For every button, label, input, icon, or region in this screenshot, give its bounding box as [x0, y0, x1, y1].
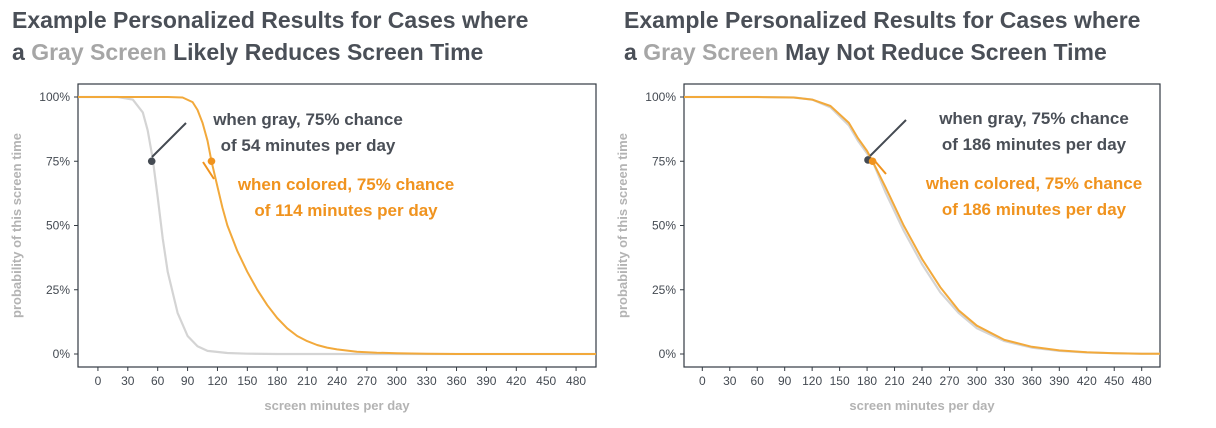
- x-tick-label: 90: [778, 374, 792, 388]
- annotation-gray-line-1: when gray, 75% chance: [212, 110, 403, 129]
- y-tick-label: 75%: [46, 154, 70, 168]
- annotation-orange-line-1: when colored, 75% chance: [925, 174, 1142, 193]
- title-line-1: Example Personalized Results for Cases w…: [12, 7, 529, 33]
- x-tick-label: 240: [912, 374, 932, 388]
- title-line-1: Example Personalized Results for Cases w…: [624, 7, 1141, 33]
- chart-title-left: Example Personalized Results for Cases w…: [12, 4, 528, 68]
- x-tick-label: 60: [151, 374, 165, 388]
- x-tick-label: 420: [506, 374, 526, 388]
- point-gray-75: [147, 157, 156, 166]
- y-tick-label: 0%: [53, 347, 71, 361]
- x-tick-label: 300: [967, 374, 987, 388]
- x-tick-label: 300: [387, 374, 407, 388]
- series-line-orange: [78, 96, 596, 355]
- x-tick-label: 120: [802, 374, 822, 388]
- x-axis-title: screen minutes per day: [849, 398, 995, 413]
- y-tick-label: 50%: [46, 219, 70, 233]
- y-tick-label: 25%: [652, 283, 676, 297]
- x-tick-label: 420: [1077, 374, 1097, 388]
- x-tick-label: 480: [1132, 374, 1152, 388]
- leader-line-gray: [151, 122, 187, 158]
- annotation-orange-line-1: when colored, 75% chance: [237, 175, 454, 194]
- series-line-gray: [78, 95, 596, 356]
- x-tick-label: 30: [121, 374, 135, 388]
- y-tick-label: 75%: [652, 154, 676, 168]
- x-tick-label: 0: [95, 374, 102, 388]
- annotation-orange-line-2: of 114 minutes per day: [254, 201, 438, 220]
- y-tick-label: 25%: [46, 283, 70, 297]
- chart-right-svg: 0% 25% 50% 75% 100% 0 30 60 90 120 150 180 210 240 270…: [615, 83, 1161, 413]
- title-line-2-start: a: [12, 39, 32, 65]
- x-tick-label: 450: [536, 374, 556, 388]
- x-tick-label: 90: [181, 374, 195, 388]
- title-line-2-end: May Not Reduce Screen Time: [778, 39, 1107, 65]
- x-tick-label: 210: [885, 374, 905, 388]
- leader-line-orange: [202, 161, 215, 180]
- x-tick-label: 210: [297, 374, 317, 388]
- x-tick-label: 150: [237, 374, 257, 388]
- title-line-2-start: a: [624, 39, 644, 65]
- x-tick-label: 390: [476, 374, 496, 388]
- annotation-gray-line-1: when gray, 75% chance: [938, 109, 1129, 128]
- title-line-2-end: Likely Reduces Screen Time: [166, 39, 484, 65]
- leader-line-gray: [869, 119, 907, 157]
- y-tick-label: 0%: [659, 347, 677, 361]
- y-tick-label: 100%: [645, 90, 676, 104]
- x-tick-label: 240: [327, 374, 347, 388]
- y-tick-label: 100%: [39, 90, 70, 104]
- title-highlight: Gray Screen: [31, 39, 167, 65]
- x-tick-label: 360: [447, 374, 467, 388]
- series-line-orange: [684, 96, 1160, 355]
- annotation-orange-line-2: of 186 minutes per day: [942, 200, 1127, 219]
- chart-title-right: Example Personalized Results for Cases w…: [624, 4, 1140, 68]
- x-tick-label: 450: [1104, 374, 1124, 388]
- chart-left-svg: 0% 25% 50% 75% 100% 0 30 60 90 120 150 180 210 240 270…: [9, 83, 597, 413]
- x-axis-title: screen minutes per day: [264, 398, 410, 413]
- x-tick-label: 60: [751, 374, 765, 388]
- x-tick-label: 0: [699, 374, 706, 388]
- x-tick-label: 120: [207, 374, 227, 388]
- y-axis-title: probability of this screen time: [615, 133, 630, 318]
- annotation-gray-line-2: of 54 minutes per day: [221, 136, 396, 155]
- x-tick-label: 270: [357, 374, 377, 388]
- x-tick-label: 150: [830, 374, 850, 388]
- x-tick-label: 360: [1022, 374, 1042, 388]
- chart-panel-right: Example Personalized Results for Cases w…: [608, 0, 1216, 428]
- x-tick-label: 390: [1049, 374, 1069, 388]
- y-axis-title: probability of this screen time: [9, 133, 24, 318]
- point-colored-75: [868, 157, 877, 166]
- x-tick-label: 180: [857, 374, 877, 388]
- x-tick-label: 30: [723, 374, 737, 388]
- point-colored-75: [207, 157, 216, 166]
- x-tick-label: 270: [939, 374, 959, 388]
- x-tick-label: 180: [267, 374, 287, 388]
- y-tick-label: 50%: [652, 219, 676, 233]
- x-tick-label: 330: [417, 374, 437, 388]
- annotation-gray-line-2: of 186 minutes per day: [942, 135, 1127, 154]
- title-highlight: Gray Screen: [643, 39, 779, 65]
- x-tick-label: 480: [566, 374, 586, 388]
- chart-panel-left: Example Personalized Results for Cases w…: [9, 4, 597, 413]
- x-tick-label: 330: [994, 374, 1014, 388]
